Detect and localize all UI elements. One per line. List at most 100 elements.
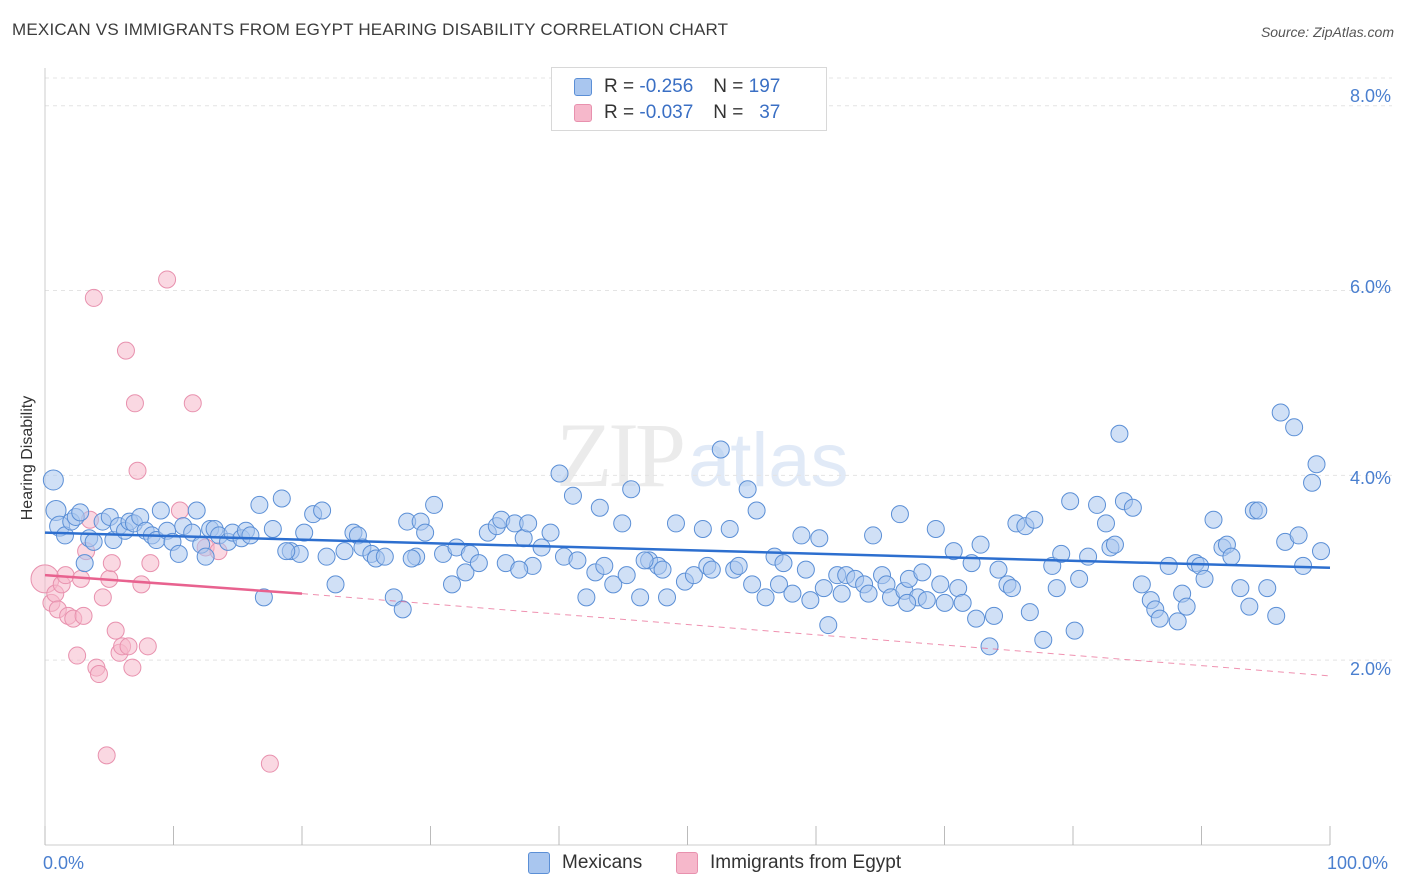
stats-legend: R = -0.256 N = 197 R = -0.037 N = 37 [551,67,827,131]
egypt-point [106,621,125,640]
mexicans-point [967,609,986,628]
x-tick-label-max: 100.0% [1327,853,1389,873]
egypt-point [138,637,157,656]
mexicans-point [985,606,1004,625]
mexicans-point [254,588,273,607]
mexicans-point [801,591,820,610]
mexicans-point [1034,630,1053,649]
mexicans-point [443,575,462,594]
mexicans-point [568,551,587,570]
legend-r-value: -0.256 [639,76,694,97]
mexicans-point [898,593,917,612]
mexicans-point [456,563,475,582]
mexicans-point [832,584,851,603]
y-tick-label: 8.0% [1350,86,1392,106]
mexicans-point [1195,569,1214,588]
mexicans-point [1285,418,1304,437]
mexicans-point [711,440,730,459]
mexicans-point [196,547,215,566]
mexicans-point [241,526,260,545]
egypt-point [132,575,151,594]
chart-title: MEXICAN VS IMMIGRANTS FROM EGYPT HEARING… [12,20,729,39]
egypt-point [123,658,142,677]
mexicans-point [819,616,838,635]
mexicans-point [84,532,103,551]
mexicans-point [1271,403,1290,422]
egypt-point [170,501,189,520]
mexicans-point [613,514,632,533]
mexicans-point [756,588,775,607]
mexicans-point [510,560,529,579]
mexicans-point [702,560,721,579]
mexicans-point [550,464,569,483]
egypt-point [128,461,147,480]
mexicans-point [631,588,650,607]
mexicans-point [595,556,614,575]
mexicans-point [402,549,421,568]
mexicans-point [720,519,739,538]
mexicans-point [783,584,802,603]
egypt-point [125,394,144,413]
legend-n-label: N = [713,102,744,123]
egypt-point [74,606,93,625]
mexicans-point [769,575,788,594]
legend-label: Mexicans [562,852,643,873]
mexicans-point [416,523,435,542]
legend-n-label: N = [713,76,744,97]
legend-r-label: R = [604,102,635,123]
egypt-points [30,270,279,773]
mexicans-point [738,480,757,499]
blue-swatch [574,78,592,96]
mexicans-point [469,554,488,573]
egypt-point [158,270,177,289]
mexicans-point [263,519,282,538]
mexicans-point [1052,544,1071,563]
mexicans-point [931,575,950,594]
mexicans-point [519,514,538,533]
egypt-point [68,646,87,665]
mexicans-point [1222,547,1241,566]
mexicans-point [541,523,560,542]
legend-n-value: 197 [748,76,781,97]
egypt-point [183,394,202,413]
legend-item-mexicans[interactable]: Mexicans [528,852,642,874]
mexicans-point [693,519,712,538]
mexicans-point [989,560,1008,579]
trend-lines [44,531,1331,677]
mexicans-point [1096,514,1115,533]
egypt-point [116,341,135,360]
y-tick-label: 2.0% [1350,659,1392,679]
mexicans-point [1079,547,1098,566]
mexicans-point [617,566,636,585]
mexicans-point [1240,597,1259,616]
mexicans-trend-line [44,531,1331,570]
mexicans-point [375,547,394,566]
mexicans-points [42,403,1331,656]
mexicans-point [774,554,793,573]
mexicans-point [1025,510,1044,529]
mexicans-point [859,584,878,603]
mexicans-point [635,551,654,570]
x-tick-label-min: 0.0% [43,853,85,873]
pink-swatch [676,852,698,874]
mexicans-point [1307,455,1326,474]
pink-swatch [574,104,592,122]
mexicans-point [577,588,596,607]
mexicans-point [1249,501,1268,520]
mexicans-point [169,544,188,563]
legend-item-egypt[interactable]: Immigrants from Egypt [676,852,901,874]
mexicans-point [42,469,64,491]
mexicans-point [743,575,762,594]
y-tick-label: 6.0% [1350,277,1392,297]
mexicans-point [971,535,990,554]
mexicans-point [1070,569,1089,588]
mexicans-point [926,519,945,538]
mexicans-point [980,637,999,656]
mexicans-point [1043,556,1062,575]
mexicans-point [317,547,336,566]
mexicans-point [622,480,641,499]
mexicans-point [71,503,90,522]
mexicans-point [666,514,685,533]
mexicans-point [295,523,314,542]
mexicans-point [1020,603,1039,622]
